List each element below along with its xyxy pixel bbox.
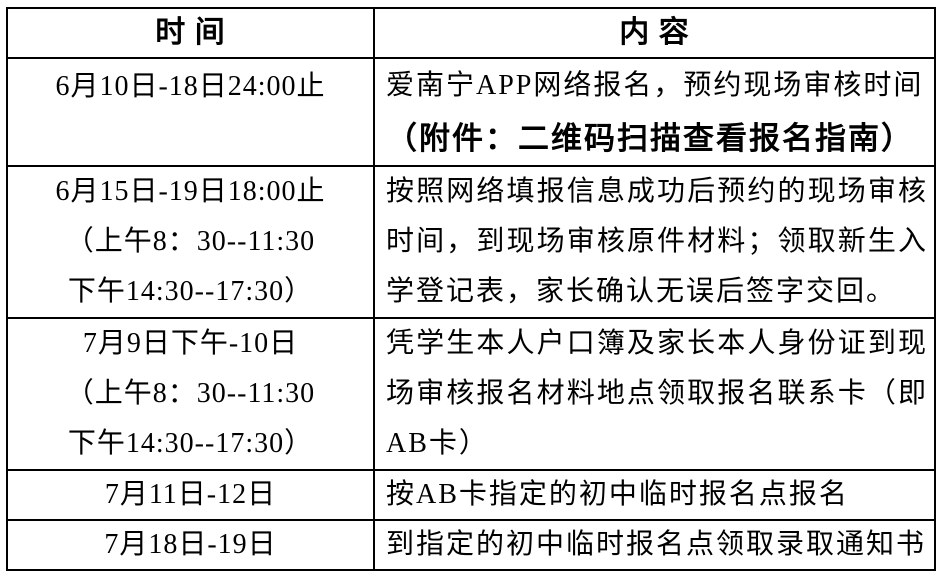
- content-text: 按AB卡指定的初中临时报名点报名: [386, 479, 849, 510]
- time-cell: 7月18日-19日: [6, 519, 375, 571]
- time-text: 7月18日-19日: [104, 529, 277, 560]
- time-text: 6月10日-18日24:00止: [55, 71, 326, 102]
- time-text: 下午14:30--17:30）: [67, 276, 314, 307]
- table-row: 6月10日-18日24:00止 爱南宁APP网络报名，预约现场审核时间 （附件：…: [6, 57, 936, 167]
- time-text: 7月11日-12日: [104, 479, 277, 510]
- table-row: 6月15日-19日18:00止 （上午8：30--11:30 下午14:30--…: [6, 165, 936, 319]
- time-cell: 6月10日-18日24:00止: [6, 57, 375, 167]
- time-cell: 6月15日-19日18:00止 （上午8：30--11:30 下午14:30--…: [6, 165, 375, 319]
- schedule-table: 时 间 内 容 6月10日-18日24:00止 爱南宁APP网络报名，预约现场审…: [6, 7, 936, 571]
- time-cell: 7月9日下午-10日 （上午8：30--11:30 下午14:30--17:30…: [6, 317, 375, 471]
- content-cell: 按AB卡指定的初中临时报名点报名: [373, 469, 936, 521]
- time-text: （上午8：30--11:30: [65, 378, 316, 409]
- time-text: 7月9日下午-10日: [82, 328, 299, 359]
- content-cell: 凭学生本人户口簿及家长本人身份证到现场审核报名材料地点领取报名联系卡（即AB卡）: [373, 317, 936, 471]
- header-cell-content: 内 容: [373, 7, 936, 59]
- time-cell: 7月11日-12日: [6, 469, 375, 521]
- content-text: 凭学生本人户口簿及家长本人身份证到现场审核报名材料地点领取报名联系卡（即AB卡）: [386, 328, 928, 459]
- content-cell: 到指定的初中临时报名点领取录取通知书: [373, 519, 936, 571]
- content-text: 到指定的初中临时报名点领取录取通知书: [386, 529, 927, 560]
- content-cell: 爱南宁APP网络报名，预约现场审核时间 （附件：二维码扫描查看报名指南）: [373, 57, 936, 167]
- time-text: 下午14:30--17:30）: [67, 428, 314, 459]
- time-text: （上午8：30--11:30: [65, 226, 316, 257]
- table-header-row: 时 间 内 容: [6, 7, 936, 59]
- table-row: 7月11日-12日 按AB卡指定的初中临时报名点报名: [6, 469, 936, 521]
- header-cell-time: 时 间: [6, 7, 375, 59]
- attachment-note: （附件：二维码扫描查看报名指南）: [386, 121, 914, 156]
- content-cell: 按照网络填报信息成功后预约的现场审核时间，到现场审核原件材料；领取新生入学登记表…: [373, 165, 936, 319]
- table-row: 7月18日-19日 到指定的初中临时报名点领取录取通知书: [6, 519, 936, 571]
- time-text: 6月15日-19日18:00止: [55, 176, 326, 207]
- content-text: 按照网络填报信息成功后预约的现场审核时间，到现场审核原件材料；领取新生入学登记表…: [386, 176, 928, 307]
- content-text: 爱南宁APP网络报名，预约现场审核时间: [386, 70, 924, 101]
- table-row: 7月9日下午-10日 （上午8：30--11:30 下午14:30--17:30…: [6, 317, 936, 471]
